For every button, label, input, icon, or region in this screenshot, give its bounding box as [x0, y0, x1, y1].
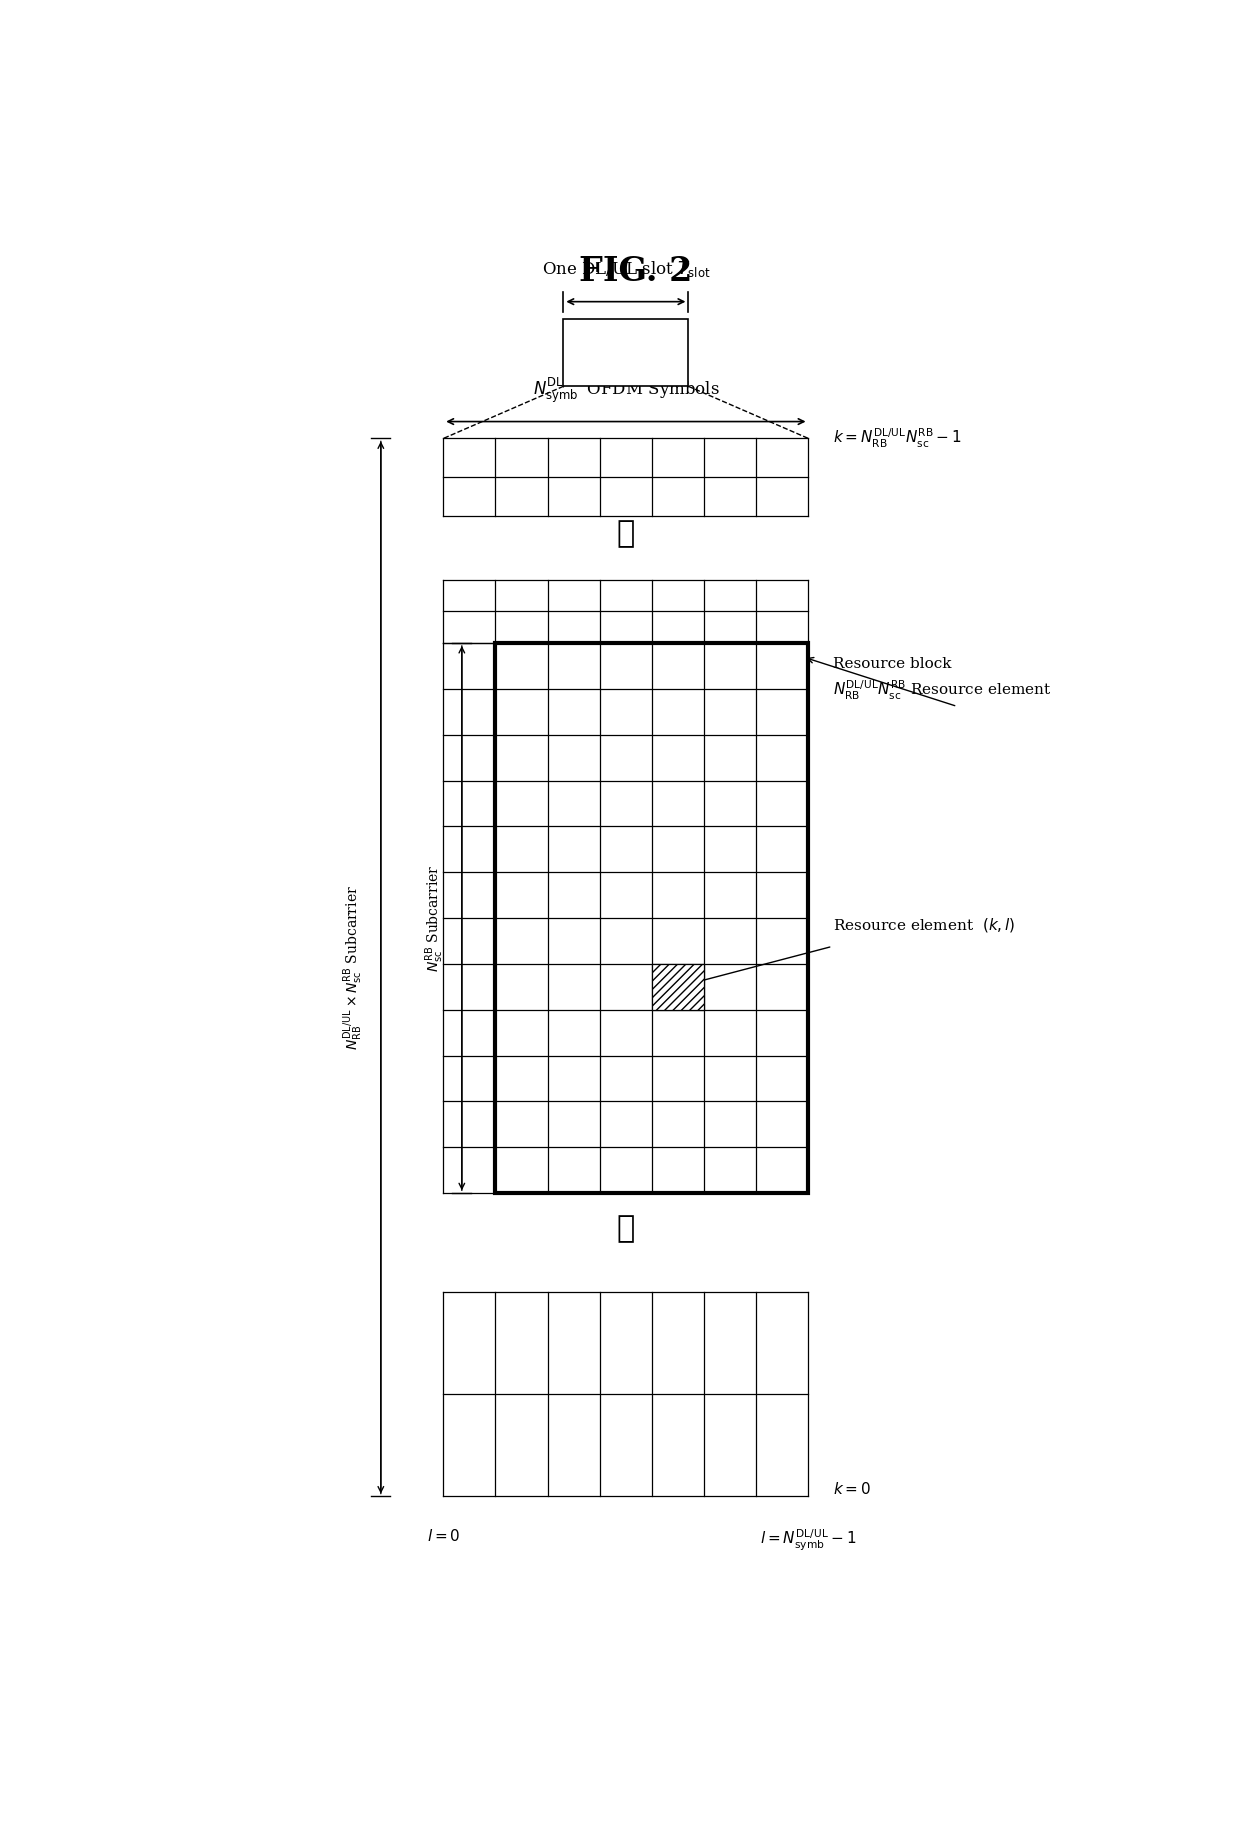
Text: ⋮: ⋮: [616, 1213, 635, 1244]
Text: $k = N_{\mathrm{RB}}^{\mathrm{DL/UL}} N_{\mathrm{sc}}^{\mathrm{RB}}-1$: $k = N_{\mathrm{RB}}^{\mathrm{DL/UL}} N_…: [832, 427, 961, 451]
Text: $N_{\mathrm{symb}}^{\mathrm{DL/UL}}$ OFDM Symbols: $N_{\mathrm{symb}}^{\mathrm{DL/UL}}$ OFD…: [532, 376, 719, 405]
Bar: [563, 319, 688, 387]
Text: ⋮: ⋮: [616, 518, 635, 550]
Text: Resource element  $(k, l)$: Resource element $(k, l)$: [832, 916, 1016, 934]
Text: $l = N_{\mathrm{symb}}^{\mathrm{DL/UL}}-1$: $l = N_{\mathrm{symb}}^{\mathrm{DL/UL}}-…: [760, 1528, 857, 1554]
Text: Resource block: Resource block: [832, 658, 951, 671]
Text: $N_{\mathrm{sc}}^{\mathrm{RB}}$ Subcarrier: $N_{\mathrm{sc}}^{\mathrm{RB}}$ Subcarri…: [424, 865, 446, 971]
Text: $k = 0$: $k = 0$: [832, 1482, 870, 1497]
Text: $N_{\mathrm{RB}}^{\mathrm{DL/UL}} N_{\mathrm{sc}}^{\mathrm{RB}}$ Resource elemen: $N_{\mathrm{RB}}^{\mathrm{DL/UL}} N_{\ma…: [832, 678, 1052, 702]
Text: $l = 0$: $l = 0$: [427, 1528, 460, 1544]
Text: $N_{\mathrm{RB}}^{\mathrm{DL/UL}} \times N_{\mathrm{sc}}^{\mathrm{RB}}$ Subcarri: $N_{\mathrm{RB}}^{\mathrm{DL/UL}} \times…: [342, 885, 366, 1050]
Text: One DL/UL slot $T_{\mathrm{slot}}$: One DL/UL slot $T_{\mathrm{slot}}$: [542, 258, 711, 278]
Text: FIG. 2: FIG. 2: [579, 255, 692, 288]
Bar: [496, 643, 808, 1193]
Bar: [652, 964, 704, 1009]
